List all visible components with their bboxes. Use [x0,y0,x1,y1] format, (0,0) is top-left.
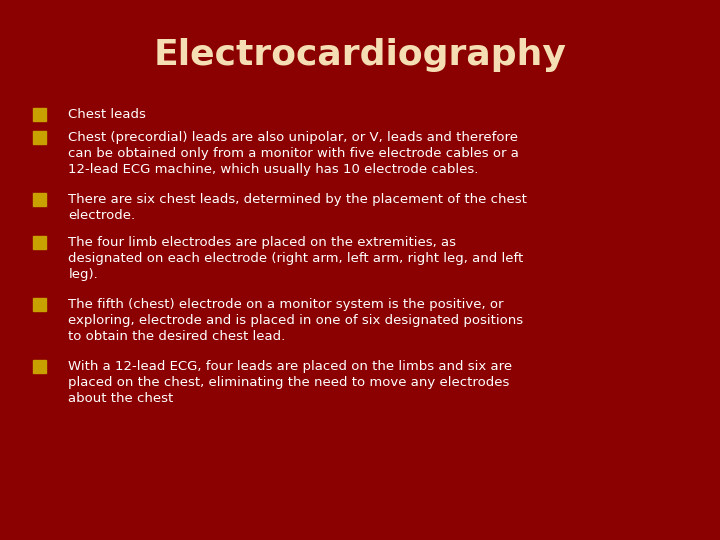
Text: With a 12-lead ECG, four leads are placed on the limbs and six are
placed on the: With a 12-lead ECG, four leads are place… [68,360,513,404]
Bar [33,360,46,373]
Bar [33,108,46,121]
Text: Chest leads: Chest leads [68,108,146,121]
Text: The four limb electrodes are placed on the extremities, as
designated on each el: The four limb electrodes are placed on t… [68,236,523,281]
Bar [33,131,46,144]
Bar [33,236,46,249]
Text: Chest (precordial) leads are also unipolar, or V, leads and therefore
can be obt: Chest (precordial) leads are also unipol… [68,131,519,177]
Bar [33,193,46,206]
Text: The fifth (chest) electrode on a monitor system is the positive, or
exploring, e: The fifth (chest) electrode on a monitor… [68,298,523,343]
Bar [33,298,46,310]
Text: Electrocardiography: Electrocardiography [153,38,567,72]
Text: There are six chest leads, determined by the placement of the chest
electrode.: There are six chest leads, determined by… [68,193,527,222]
